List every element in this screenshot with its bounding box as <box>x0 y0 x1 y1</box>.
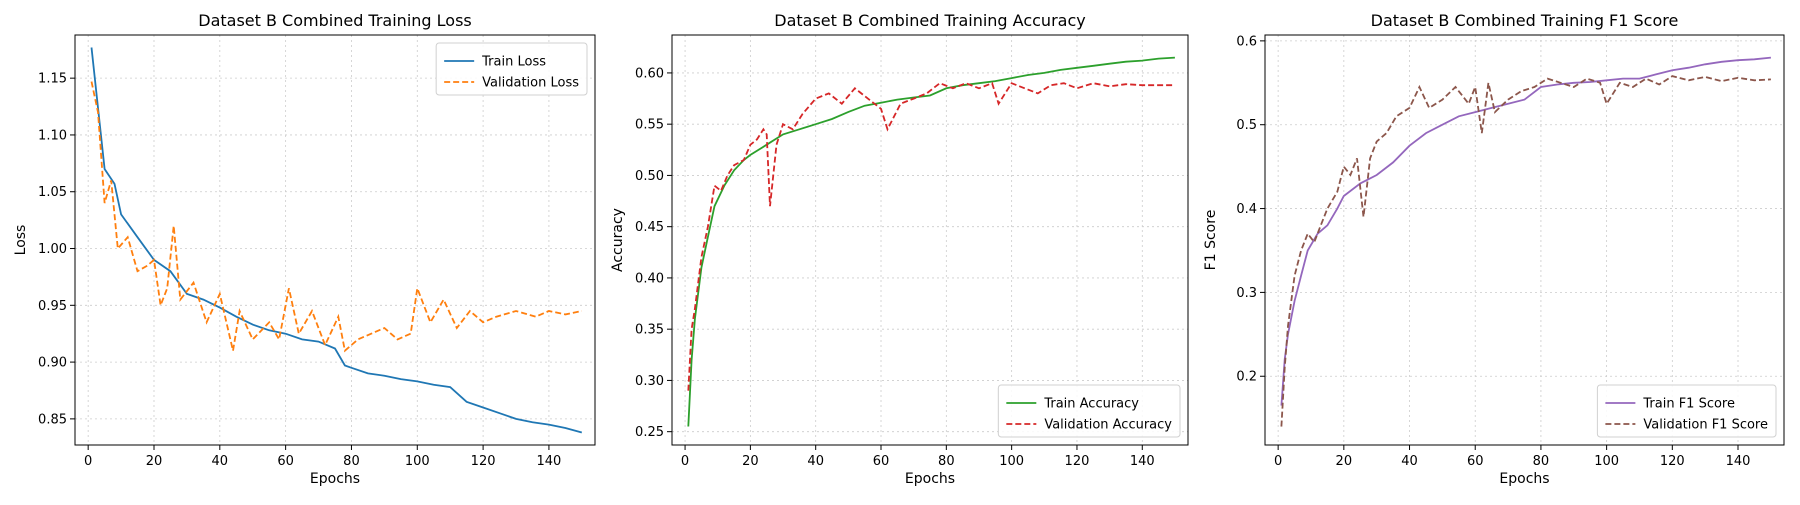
y-tick-label: 1.15 <box>38 72 67 87</box>
series-line-validation-f1-score <box>1280 75 1771 427</box>
series-line-validation-accuracy <box>687 82 1175 391</box>
x-tick-label: 140 <box>1726 454 1751 469</box>
grid-lines <box>1265 35 1784 445</box>
legend-label: Validation Loss <box>482 76 579 91</box>
legend-label: Train F1 Score <box>1642 397 1735 412</box>
x-tick-label: 120 <box>1065 454 1090 469</box>
y-tick-label: 1.10 <box>38 128 67 143</box>
series-line-train-accuracy <box>687 56 1175 427</box>
x-tick-label: 100 <box>405 454 430 469</box>
plot-frame <box>671 34 1189 446</box>
legend: Train Loss Validation Loss <box>435 42 588 96</box>
x-tick-label: 80 <box>938 454 955 469</box>
x-tick-label: 40 <box>212 454 229 469</box>
y-tick-label: 0.55 <box>635 118 664 133</box>
chart-panel-3: 0 20 40 60 80 100 120 140 0.2 0.3 0.4 0.5 0.6 Dataset… <box>1203 11 1785 487</box>
y-tick-label: 0.90 <box>38 356 67 371</box>
x-tick-label: 60 <box>873 454 890 469</box>
y-tick-label: 0.4 <box>1236 202 1257 217</box>
legend: Train Accuracy Validation Accuracy <box>997 384 1181 438</box>
y-tick-label: 0.3 <box>1236 286 1257 301</box>
chart-title: Dataset B Combined Training Loss <box>198 11 472 30</box>
legend: Train F1 Score Validation F1 Score <box>1596 384 1777 438</box>
plot-frame <box>1264 34 1785 446</box>
x-tick-label: 140 <box>1130 454 1155 469</box>
x-tick-label: 120 <box>1660 454 1685 469</box>
legend-label: Train Loss <box>481 55 546 70</box>
y-axis-label: Accuracy <box>610 208 626 272</box>
x-tick-label: 60 <box>1467 454 1484 469</box>
x-tick-label: 0 <box>681 454 689 469</box>
x-tick-label: 20 <box>146 454 163 469</box>
y-tick-label: 0.40 <box>635 271 664 286</box>
chart-panel-1: 0 20 40 60 80 100 120 140 0.85 0.90 0.95 1.00 1.05 1.… <box>13 11 596 487</box>
series-line-train-loss <box>90 47 583 434</box>
legend-label: Train Accuracy <box>1043 397 1139 412</box>
y-tick-label: 0.6 <box>1236 34 1257 49</box>
chart-title: Dataset B Combined Training F1 Score <box>1371 11 1679 30</box>
y-tick-label: 0.2 <box>1236 370 1257 385</box>
y-tick-label: 0.95 <box>38 299 67 314</box>
x-tick-label: 40 <box>807 454 824 469</box>
y-tick-label: 0.25 <box>635 425 664 440</box>
x-tick-label: 20 <box>1336 454 1353 469</box>
legend-label: Validation F1 Score <box>1643 418 1768 433</box>
x-tick-label: 140 <box>537 454 562 469</box>
plot-frame <box>74 34 596 446</box>
series-line-validation-loss <box>90 81 582 353</box>
chart-title: Dataset B Combined Training Accuracy <box>774 11 1085 30</box>
y-tick-label: 0.45 <box>635 220 664 235</box>
grid-lines <box>672 35 1188 445</box>
x-tick-label: 40 <box>1401 454 1418 469</box>
y-tick-label: 0.60 <box>635 66 664 81</box>
legend-box <box>997 384 1181 438</box>
y-tick-label: 1.05 <box>38 185 67 200</box>
x-tick-label: 20 <box>742 454 759 469</box>
y-tick-label: 1.00 <box>38 242 67 257</box>
y-tick-label: 0.85 <box>38 412 67 427</box>
y-tick-label: 0.5 <box>1236 118 1257 133</box>
x-tick-label: 120 <box>471 454 496 469</box>
legend-box <box>1596 384 1777 438</box>
x-tick-label: 0 <box>1274 454 1282 469</box>
x-axis-label: Epochs <box>310 471 360 487</box>
x-tick-label: 80 <box>343 454 360 469</box>
y-axis-label: F1 Score <box>1203 210 1219 271</box>
grid-lines <box>75 35 595 445</box>
y-tick-label: 0.35 <box>635 323 664 338</box>
y-tick-label: 0.50 <box>635 169 664 184</box>
x-axis-label: Epochs <box>1499 471 1549 487</box>
x-tick-label: 100 <box>1594 454 1619 469</box>
x-tick-label: 0 <box>84 454 92 469</box>
x-tick-label: 100 <box>999 454 1024 469</box>
series-line-train-f1-score <box>1280 56 1771 406</box>
y-tick-label: 0.30 <box>635 374 664 389</box>
x-tick-label: 60 <box>277 454 294 469</box>
x-axis-label: Epochs <box>905 471 955 487</box>
x-tick-label: 80 <box>1533 454 1550 469</box>
legend-label: Validation Accuracy <box>1044 418 1172 433</box>
y-axis-label: Loss <box>13 225 29 256</box>
chart-panel-2: 0 20 40 60 80 100 120 140 0.25 0.30 0.35 0.40 0.45 0.… <box>610 11 1189 487</box>
